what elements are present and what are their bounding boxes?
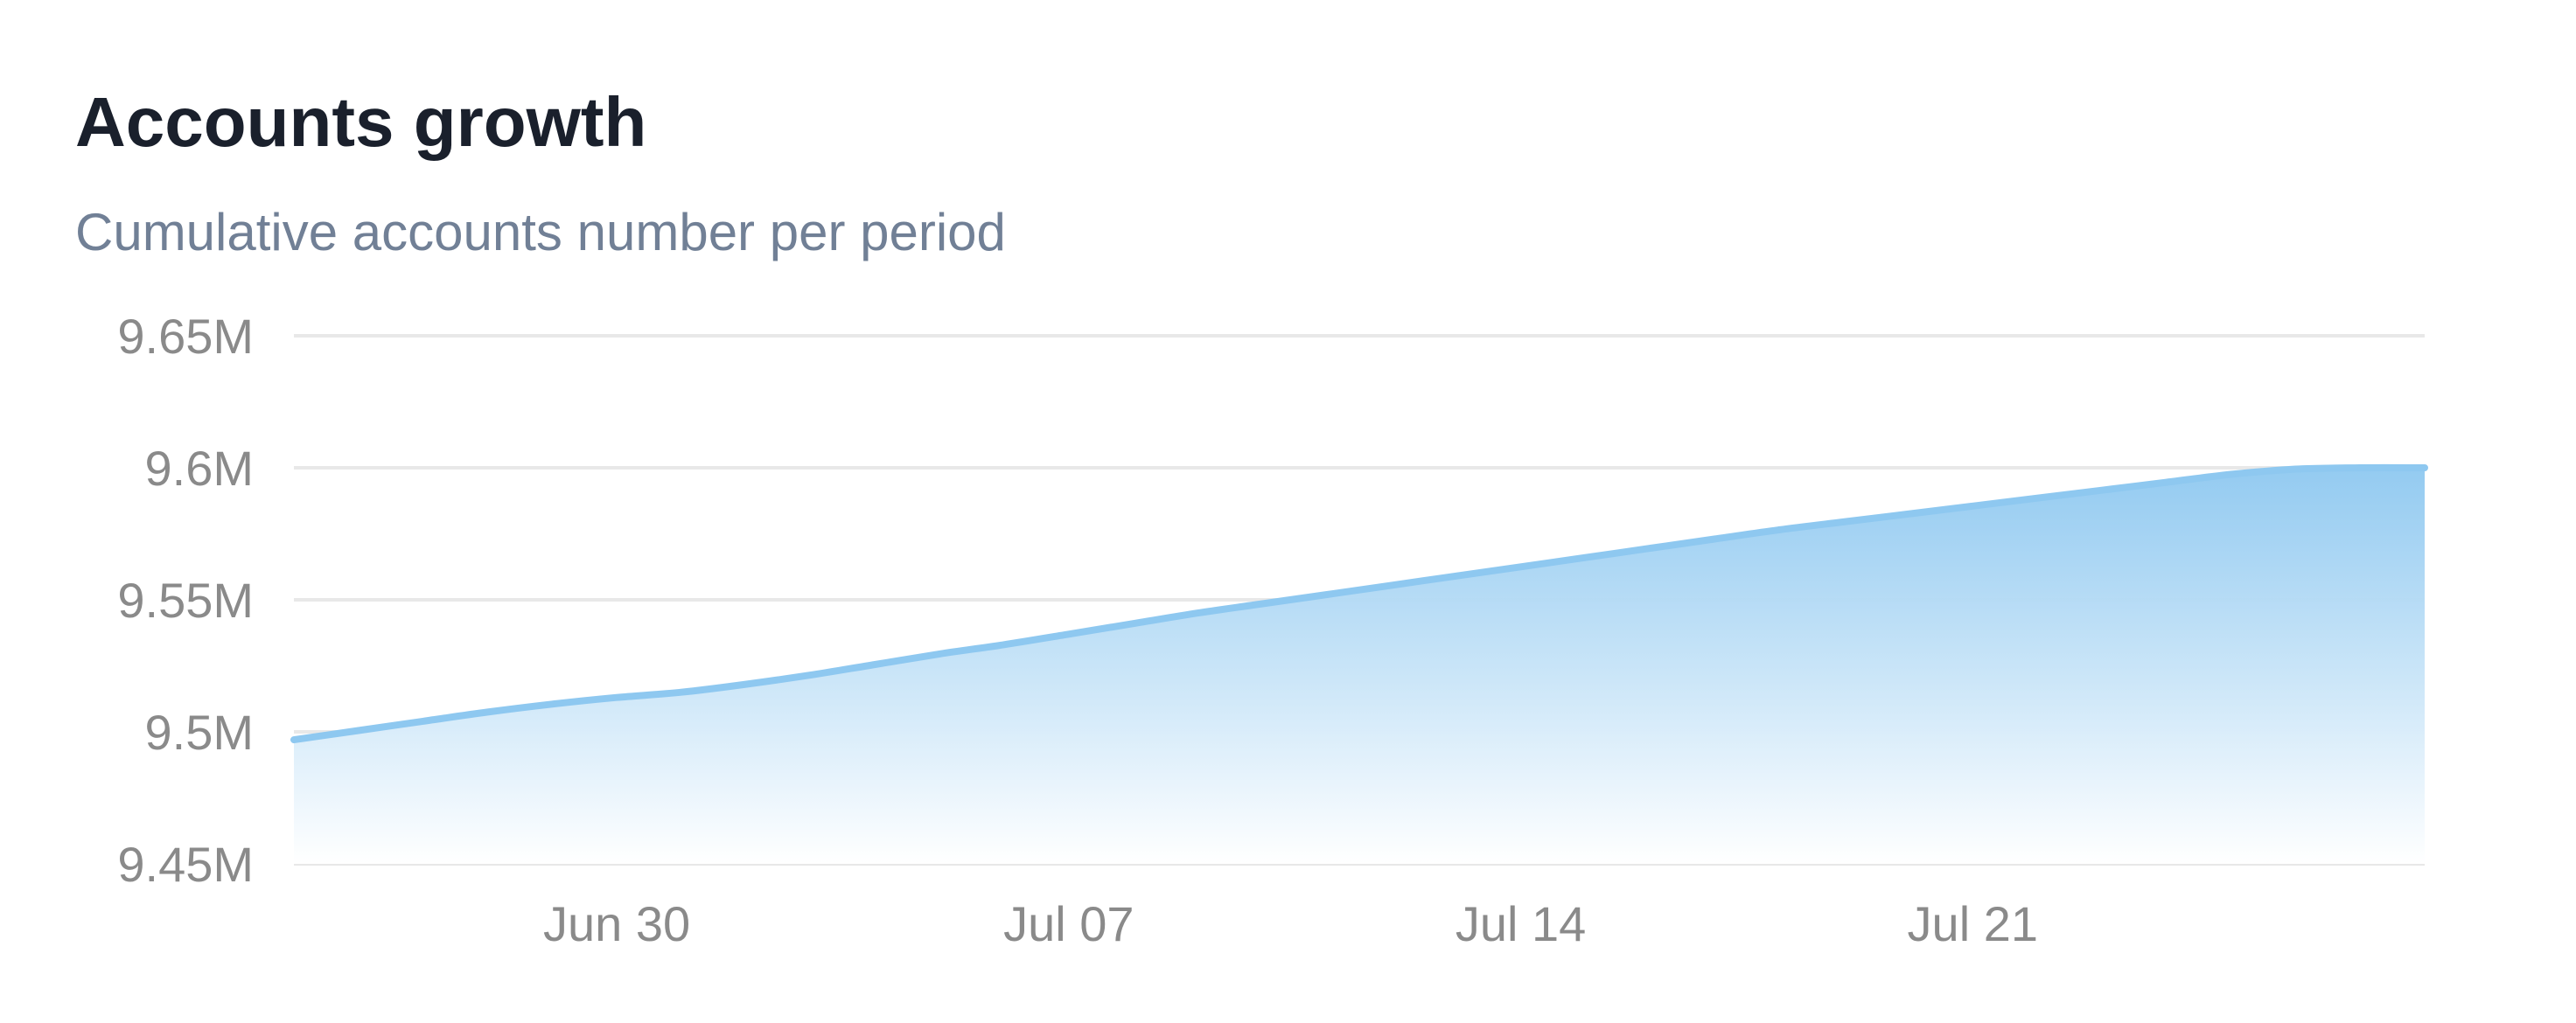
data-point <box>1906 512 1911 517</box>
data-point <box>937 651 942 657</box>
data-point <box>614 695 619 700</box>
data-point <box>2164 480 2169 485</box>
x-axis-tick-labels: Jun 30 Jul 07 Jul 14 Jul 21 <box>543 896 2038 951</box>
y-tick-label: 9.55M <box>117 573 254 628</box>
data-point <box>1712 537 1717 542</box>
y-tick-label: 9.45M <box>117 837 254 892</box>
data-point <box>1324 592 1330 597</box>
data-point <box>1389 582 1394 588</box>
data-point <box>872 662 877 667</box>
data-point <box>1518 564 1524 569</box>
data-point <box>1777 527 1782 532</box>
data-point <box>1647 546 1652 551</box>
data-point <box>1970 504 1975 509</box>
data-point <box>549 701 555 706</box>
x-tick-label: Jul 14 <box>1456 896 1586 951</box>
data-point <box>1002 642 1007 647</box>
series-line <box>290 463 2428 744</box>
y-axis-tick-labels: 9.45M 9.5M 9.55M 9.6M 9.65M <box>117 309 254 892</box>
data-point <box>2357 465 2363 470</box>
data-point <box>485 709 491 714</box>
data-point <box>2035 496 2040 501</box>
data-point <box>356 728 361 734</box>
series-area <box>294 467 2425 864</box>
data-point <box>679 690 684 695</box>
data-point <box>1454 574 1459 579</box>
data-point <box>1066 631 1072 637</box>
x-tick-label: Jun 30 <box>543 896 690 951</box>
x-tick-label: Jul 21 <box>1908 896 2038 951</box>
data-point <box>2099 488 2105 493</box>
data-point <box>743 682 749 687</box>
x-tick-label: Jul 07 <box>1003 896 1134 951</box>
data-point <box>421 719 426 724</box>
data-point <box>2293 467 2298 472</box>
data-point <box>1260 602 1265 607</box>
chart-title: Accounts growth <box>75 83 647 161</box>
data-point <box>1841 519 1846 525</box>
y-tick-label: 9.65M <box>117 309 254 364</box>
data-point <box>1196 610 1201 616</box>
y-tick-label: 9.6M <box>145 441 255 496</box>
data-point <box>1131 621 1136 626</box>
data-point <box>1582 555 1588 560</box>
y-tick-label: 9.5M <box>145 705 255 760</box>
data-point <box>808 672 813 678</box>
data-point <box>2229 472 2234 477</box>
data-point <box>291 737 297 742</box>
data-point <box>2422 465 2427 470</box>
chart-subtitle: Cumulative accounts number per period <box>75 203 1006 261</box>
series-layer <box>290 463 2428 864</box>
